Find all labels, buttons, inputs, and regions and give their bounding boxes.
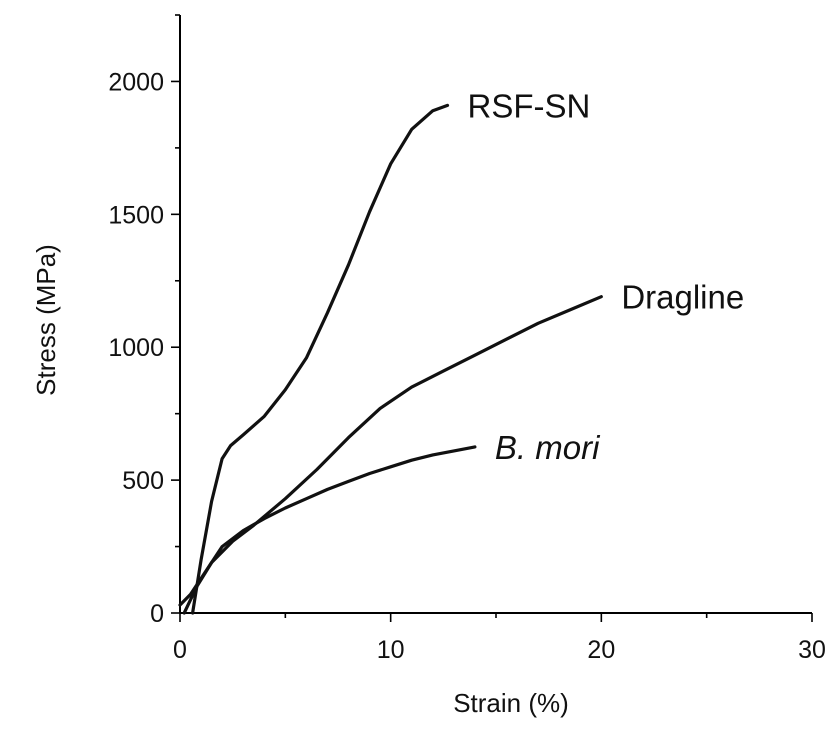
- series-group: RSF-SN Dragline B. mori: [178, 87, 744, 615]
- y-tick-label: 1000: [108, 334, 164, 362]
- x-axis-title: Strain (%): [453, 688, 569, 718]
- y-tick-label: 500: [122, 467, 164, 495]
- series-label: Dragline: [621, 279, 744, 316]
- y-axis-title: Stress (MPa): [31, 244, 61, 396]
- series-line-dragline: [182, 295, 603, 615]
- x-tick-label: 30: [798, 636, 826, 664]
- y-tick-label: 0: [150, 600, 164, 628]
- series-line-b-mori: [178, 445, 477, 607]
- x-tick-label: 20: [587, 636, 615, 664]
- series-line-rsf-sn: [191, 103, 450, 615]
- y-tick-label: 2000: [108, 68, 164, 96]
- x-tick-label: 10: [377, 636, 405, 664]
- x-tick-label: 0: [173, 636, 187, 664]
- series-label: B. mori: [495, 429, 601, 466]
- y-tick-label: 1500: [108, 201, 164, 229]
- ticks: 0 10 20 30 0 500 1000 1500 2000: [108, 14, 826, 664]
- series-label: RSF-SN: [468, 87, 591, 124]
